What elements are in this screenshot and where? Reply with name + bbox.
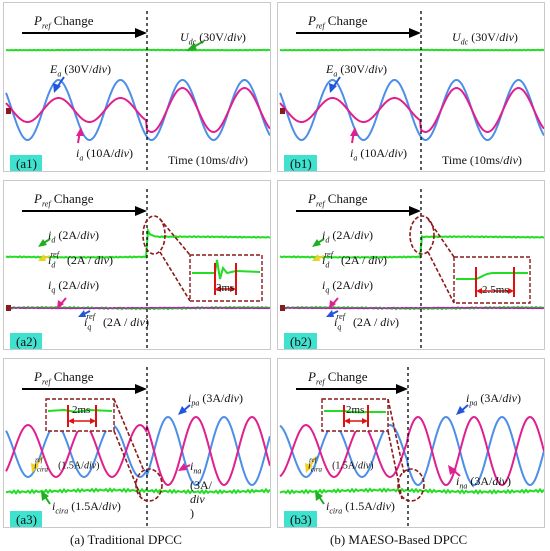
pref-change-label: Pref Change bbox=[308, 13, 368, 31]
pref-arrow-head bbox=[409, 206, 421, 216]
zoom-oval bbox=[135, 468, 163, 502]
idref-label: idref (2A / div) bbox=[322, 250, 387, 270]
pref-arrow-head bbox=[135, 206, 147, 216]
ea-label: Ea (30V/div) bbox=[50, 62, 112, 79]
ia-trace bbox=[279, 87, 544, 133]
panel-a1: Pref Change Udc (30V/div) Ea (30V/div) i… bbox=[3, 2, 271, 172]
iqref-label: iqref (2A / div) bbox=[334, 312, 399, 332]
waveform-b2 bbox=[279, 189, 544, 349]
panel-tag: (b2) bbox=[284, 333, 317, 349]
time-scale-label: Time (10ms/div) bbox=[442, 153, 522, 167]
ea-trace bbox=[279, 79, 544, 141]
iqref-label: iqref (2A / div) bbox=[84, 312, 149, 332]
pref-change-label: Pref Change bbox=[308, 369, 368, 387]
panel-tag: (a1) bbox=[10, 155, 42, 171]
id-label: id (2A/div) bbox=[48, 228, 100, 245]
waveform-a3 bbox=[5, 367, 270, 527]
zoom-connector-top bbox=[427, 218, 455, 258]
udc-trace bbox=[5, 48, 270, 52]
iq-label: iq (2A/div) bbox=[322, 278, 374, 295]
waveform-a1 bbox=[5, 11, 270, 171]
icira-label: icira (1.5A/div) bbox=[326, 499, 395, 516]
panel-tag: (b3) bbox=[284, 511, 317, 527]
channel-marker bbox=[6, 108, 11, 114]
panel-tag: (a2) bbox=[10, 333, 42, 349]
id-trace bbox=[5, 227, 270, 259]
panel-b2: Pref Change id (2A/div) idref (2A / div)… bbox=[277, 180, 545, 350]
zoom-oval bbox=[142, 215, 166, 255]
pref-arrow-head bbox=[135, 28, 147, 38]
waveform-a2 bbox=[5, 189, 270, 349]
zoom-box bbox=[321, 398, 389, 432]
pref-change-label: Pref Change bbox=[34, 13, 94, 31]
zoom-connector-top bbox=[113, 398, 145, 472]
caption-a: (a) Traditional DPCC bbox=[70, 532, 182, 547]
zoom-time-label: 3ms bbox=[216, 282, 235, 294]
channel-marker bbox=[280, 305, 285, 311]
iq-ref-trace bbox=[5, 306, 270, 310]
caption-b: (b) MAESO-Based DPCC bbox=[330, 532, 468, 547]
zoom-connector-top bbox=[387, 398, 405, 474]
id-label: id (2A/div) bbox=[322, 228, 374, 245]
udc-label: Udc (30V/div) bbox=[452, 30, 518, 47]
ipa-label: ipa (3A/div) bbox=[466, 391, 522, 408]
icira-label: icira (1.5A/div) bbox=[52, 499, 121, 516]
panel-a2: Pref Change id (2A/div) idref (2A / div)… bbox=[3, 180, 271, 350]
ia-trace bbox=[5, 87, 270, 133]
icira-trace bbox=[279, 487, 544, 495]
icira-ref-label: iciraref (1.5A/div) bbox=[34, 456, 100, 474]
zoom-trace bbox=[47, 408, 113, 414]
pref-arrow-head bbox=[396, 384, 408, 394]
ina-trace bbox=[5, 415, 270, 487]
panel-a3: Pref Change 2ms ipa (3A/div) ina (3A/div… bbox=[3, 358, 271, 528]
udc-label: Udc (30V/div) bbox=[180, 30, 246, 47]
panel-tag: (a3) bbox=[10, 511, 42, 527]
zoom-connector-bottom bbox=[159, 251, 191, 302]
zoom-connector-bottom bbox=[387, 430, 403, 500]
pref-arrow-head bbox=[409, 28, 421, 38]
zoom-oval bbox=[397, 468, 425, 502]
ea-label: Ea (30V/div) bbox=[326, 62, 388, 79]
waveform-b3 bbox=[279, 367, 544, 527]
zoom-connector-top bbox=[159, 218, 191, 256]
pref-change-label: Pref Change bbox=[34, 191, 94, 209]
udc-trace bbox=[279, 48, 544, 52]
zoom-box bbox=[45, 398, 115, 432]
zoom-oval bbox=[409, 215, 435, 255]
zoom-connector-bottom bbox=[113, 430, 143, 500]
ia-label: ia (10A/div) bbox=[350, 146, 408, 163]
waveform-b1 bbox=[279, 11, 544, 171]
ia-label: ia (10A/div) bbox=[76, 146, 134, 163]
pref-change-label: Pref Change bbox=[34, 369, 94, 387]
iq-ref-trace bbox=[279, 306, 544, 310]
zoom-time-label: 2ms bbox=[346, 404, 365, 416]
panel-b1: Pref Change Udc (30V/div) Ea (30V/div) i… bbox=[277, 2, 545, 172]
channel-marker bbox=[280, 108, 285, 114]
zoom-box bbox=[189, 254, 263, 302]
icira-ref-label: iciraref (1.5A/div) bbox=[308, 456, 374, 474]
zoom-connector-bottom bbox=[427, 251, 455, 304]
ina-label: ina (3A/div) bbox=[190, 459, 212, 521]
ina-trace bbox=[279, 415, 544, 487]
channel-marker bbox=[6, 305, 11, 311]
pref-arrow-head bbox=[135, 384, 147, 394]
ina-label: ina (3A/div) bbox=[456, 474, 512, 491]
pref-change-label: Pref Change bbox=[308, 191, 368, 209]
panel-b3: Pref Change 2ms ipa (3A/div) ina (3A/div… bbox=[277, 358, 545, 528]
ipa-trace bbox=[279, 415, 544, 487]
zoom-time-label: 2ms bbox=[72, 404, 91, 416]
ea-trace bbox=[5, 79, 270, 141]
panel-tag: (b1) bbox=[284, 155, 317, 171]
time-scale-label: Time (10ms/div) bbox=[168, 153, 248, 167]
ipa-label: ipa (3A/div) bbox=[188, 391, 244, 408]
zoom-time-label: 2.5ms bbox=[482, 284, 509, 296]
id-trace bbox=[279, 234, 544, 259]
idref-label: idref (2A / div) bbox=[48, 250, 113, 270]
iq-label: iq (2A/div) bbox=[48, 278, 100, 295]
